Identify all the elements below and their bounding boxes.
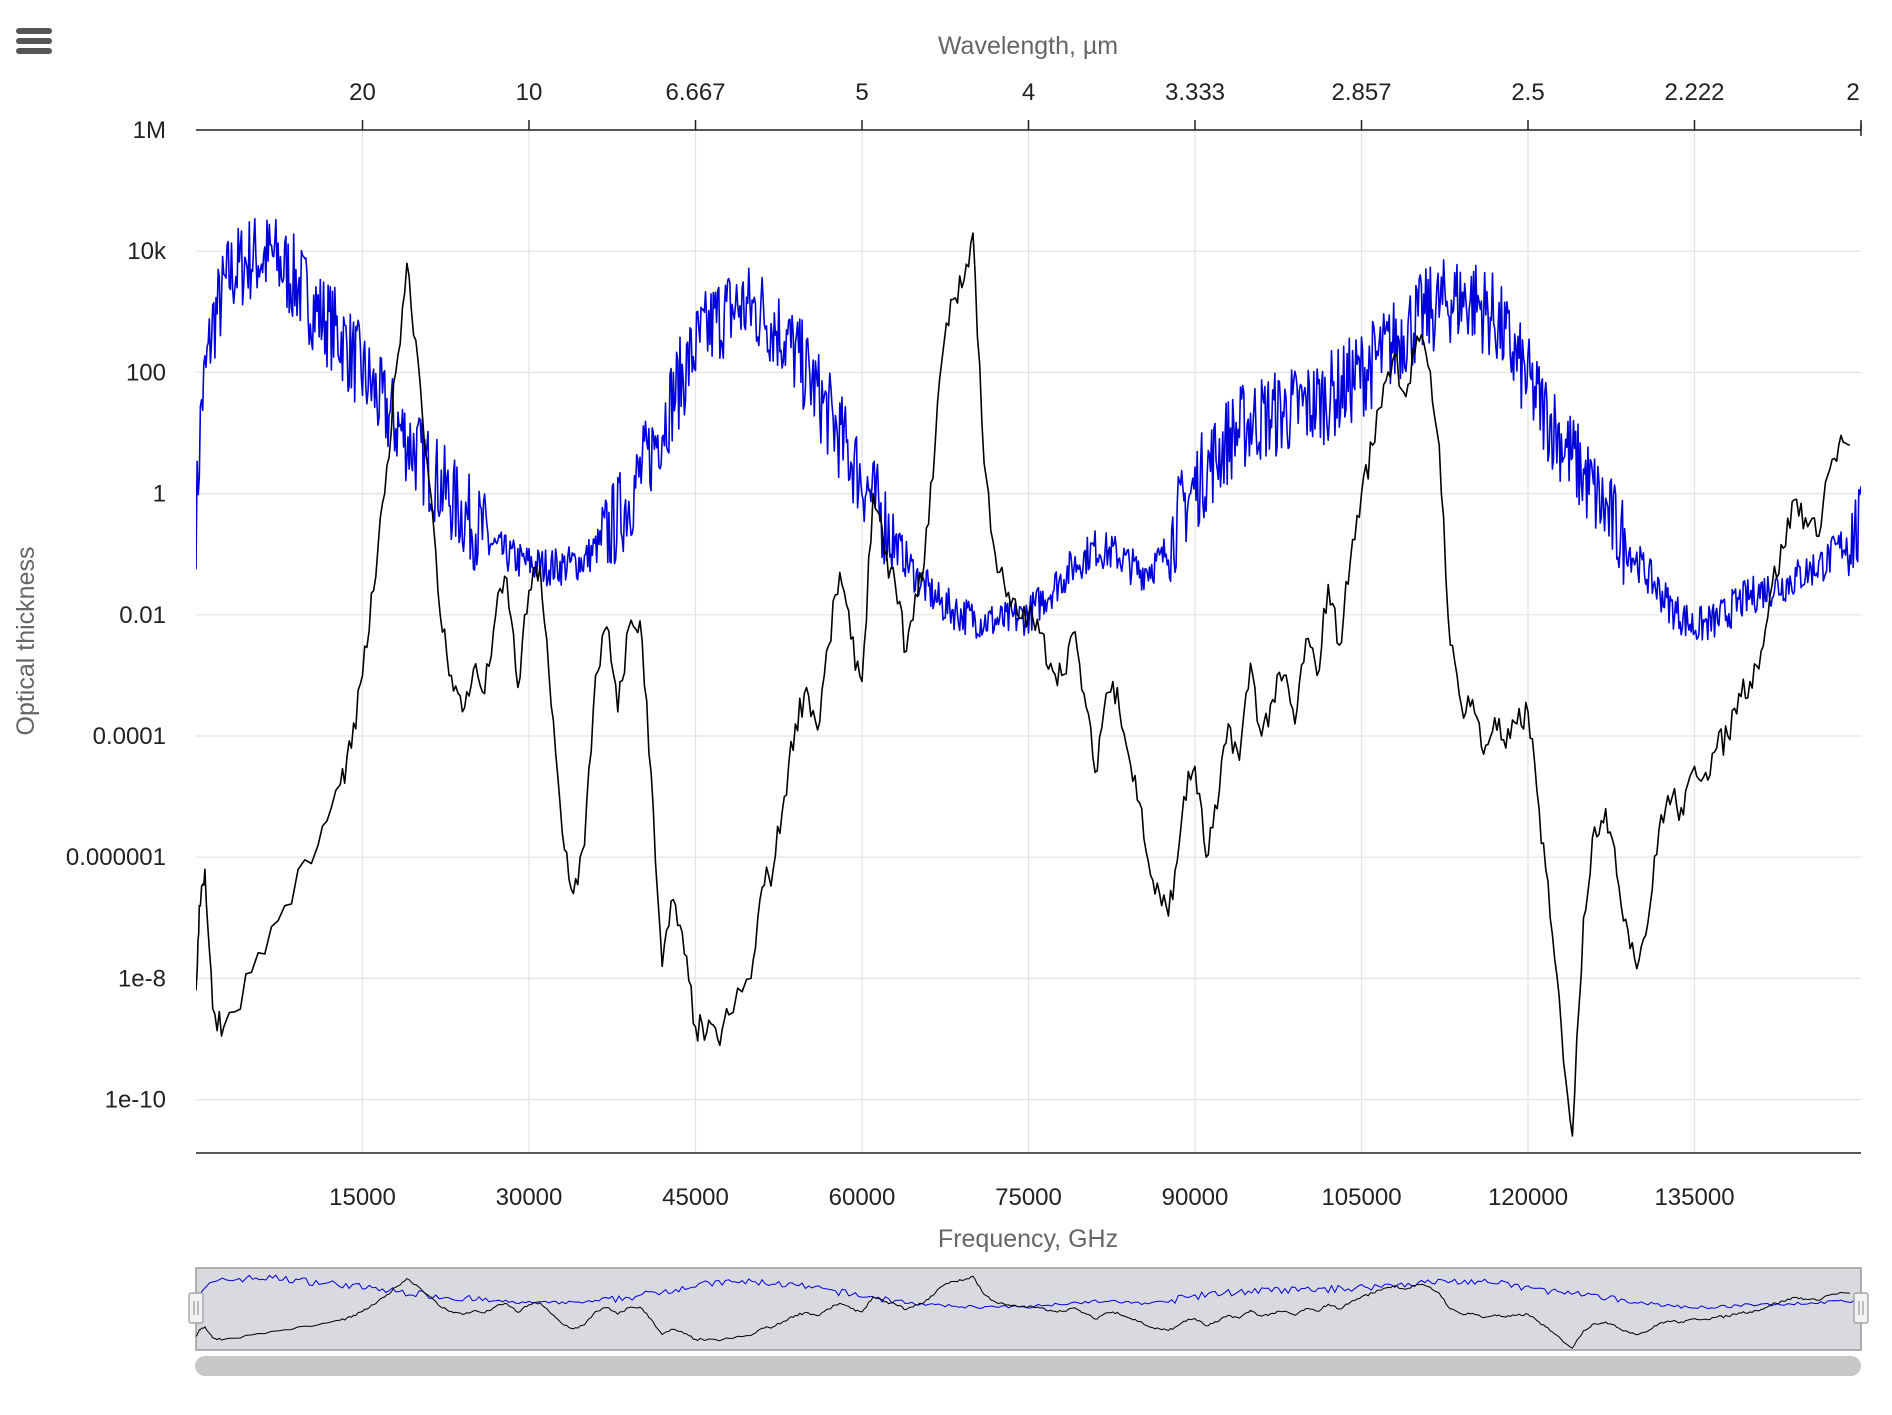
series-layer	[196, 217, 1861, 1137]
x-tick-label: 60000	[829, 1184, 896, 1211]
navigator-line-black	[196, 1275, 1850, 1349]
x2-tick-label: 20	[349, 79, 376, 106]
x2-tick-label: 6.667	[665, 79, 725, 106]
series-line-blue	[196, 217, 1861, 641]
x2-tick-label: 2.222	[1664, 79, 1724, 106]
y-tick-label: 0.000001	[66, 844, 166, 871]
x2-axis-ticks: 20 10 6.667 5 4 3.333 2.857 2.5 2.222 2	[349, 79, 1862, 130]
x-tick-label: 120000	[1488, 1184, 1568, 1211]
navigator-line-blue	[196, 1274, 1861, 1310]
x2-tick-label: 2.857	[1331, 79, 1391, 106]
range-navigator[interactable]	[188, 1267, 1869, 1351]
x2-tick-label: 2.5	[1511, 79, 1544, 106]
y-tick-label: 10k	[127, 238, 167, 265]
x-tick-label: 90000	[1162, 1184, 1229, 1211]
navigator-scrollbar[interactable]	[195, 1356, 1861, 1376]
x-axis-ticks: 15000 30000 45000 60000 75000 90000 105000 1200…	[329, 1184, 1734, 1211]
series-line-black	[196, 232, 1851, 1137]
y-tick-label: 100	[126, 359, 166, 386]
x2-tick-label: 3.333	[1165, 79, 1225, 106]
x2-tick-label: 2	[1846, 79, 1859, 106]
x-axis-title: Frequency, GHz	[938, 1225, 1118, 1253]
y-axis-title: Optical thickness	[12, 547, 40, 736]
x-tick-label: 15000	[329, 1184, 396, 1211]
y-tick-label: 1	[153, 481, 166, 508]
navigator-handle-left[interactable]	[188, 1292, 204, 1324]
y-tick-label: 1e-10	[105, 1087, 166, 1114]
y-axis-ticks: 1M 10k 100 1 0.01 0.0001 0.000001 1e-8 1e-10	[66, 117, 167, 1114]
y-tick-label: 0.0001	[93, 723, 166, 750]
y-tick-label: 0.01	[119, 602, 166, 629]
x2-tick-label: 4	[1022, 79, 1035, 106]
x2-tick-label: 5	[855, 79, 868, 106]
x-tick-label: 75000	[995, 1184, 1062, 1211]
x-tick-label: 135000	[1654, 1184, 1734, 1211]
x2-tick-label: 10	[516, 79, 543, 106]
hamburger-menu-icon[interactable]	[10, 22, 58, 64]
x-tick-label: 45000	[662, 1184, 729, 1211]
navigator-series	[196, 1274, 1861, 1349]
x-tick-label: 30000	[496, 1184, 563, 1211]
navigator-handle-right[interactable]	[1853, 1292, 1869, 1324]
x-tick-label: 105000	[1321, 1184, 1401, 1211]
y-tick-label: 1M	[133, 117, 166, 144]
y-tick-label: 1e-8	[118, 965, 166, 992]
x2-axis-title: Wavelength, µm	[938, 32, 1118, 60]
